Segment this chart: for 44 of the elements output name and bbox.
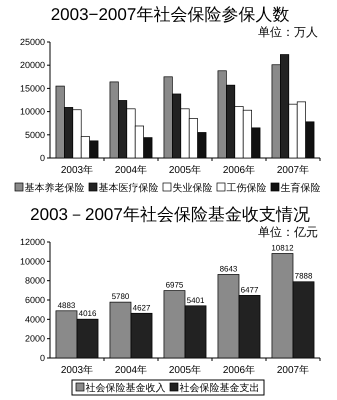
x-tick-label: 2006年: [222, 164, 256, 176]
data-label: 10812: [271, 243, 294, 252]
y-tick-label: 5000: [24, 130, 45, 140]
y-tick-label: 20000: [20, 60, 45, 70]
y-tick-label: 8000: [24, 276, 45, 286]
data-label: 7888: [294, 272, 313, 281]
x-tick-label: 2004年: [114, 364, 148, 376]
data-label: 8643: [220, 264, 238, 274]
text: 单位：亿元: [258, 225, 318, 239]
x-tick-label: 2007年: [276, 364, 310, 376]
data-label: 5401: [186, 296, 205, 305]
y-tick-label: 25000: [20, 37, 45, 47]
chart-title: 2003－2007年社会保险基金收支情况: [30, 205, 310, 224]
legend-label: 生育保险: [280, 182, 320, 194]
data-label: 4016: [78, 309, 97, 318]
y-tick-label: 15000: [20, 83, 45, 94]
x-tick-label: 2005年: [168, 364, 202, 376]
legend-label: 基本养老保险: [24, 182, 84, 194]
x-tick-label: 2007年: [276, 164, 310, 176]
data-label: 4627: [132, 303, 151, 312]
x-tick-label: 2005年: [168, 164, 202, 176]
chart-title: 2003−2007年社会保险参保人数: [50, 5, 290, 24]
y-tick-label: 2000: [24, 334, 45, 344]
y-tick-label: 6000: [24, 295, 45, 305]
y-tick-label: 4000: [24, 314, 45, 324]
legend-label: 失业保险: [172, 182, 212, 194]
data-label: 5780: [112, 292, 130, 302]
legend-label: 基本医疗保险: [98, 182, 158, 194]
legend-label: 工伤保险: [226, 182, 266, 194]
legend-label: 社会保险基金支出: [180, 382, 260, 394]
x-tick-label: 2004年: [114, 164, 148, 176]
text: 单位：万人: [258, 25, 318, 39]
x-tick-label: 2003年: [60, 164, 94, 176]
y-tick-label: 0: [40, 153, 45, 163]
y-tick-label: 10000: [20, 256, 45, 266]
x-tick-label: 2003年: [60, 364, 94, 376]
y-tick-label: 12000: [20, 237, 45, 247]
data-label: 6975: [166, 280, 184, 290]
y-tick-label: 10000: [20, 106, 45, 117]
x-tick-label: 2006年: [222, 364, 256, 376]
data-label: 4883: [58, 300, 76, 310]
data-label: 6477: [240, 285, 259, 294]
legend-label: 社会保险基金收入: [86, 382, 166, 394]
y-tick-label: 0: [40, 353, 45, 363]
